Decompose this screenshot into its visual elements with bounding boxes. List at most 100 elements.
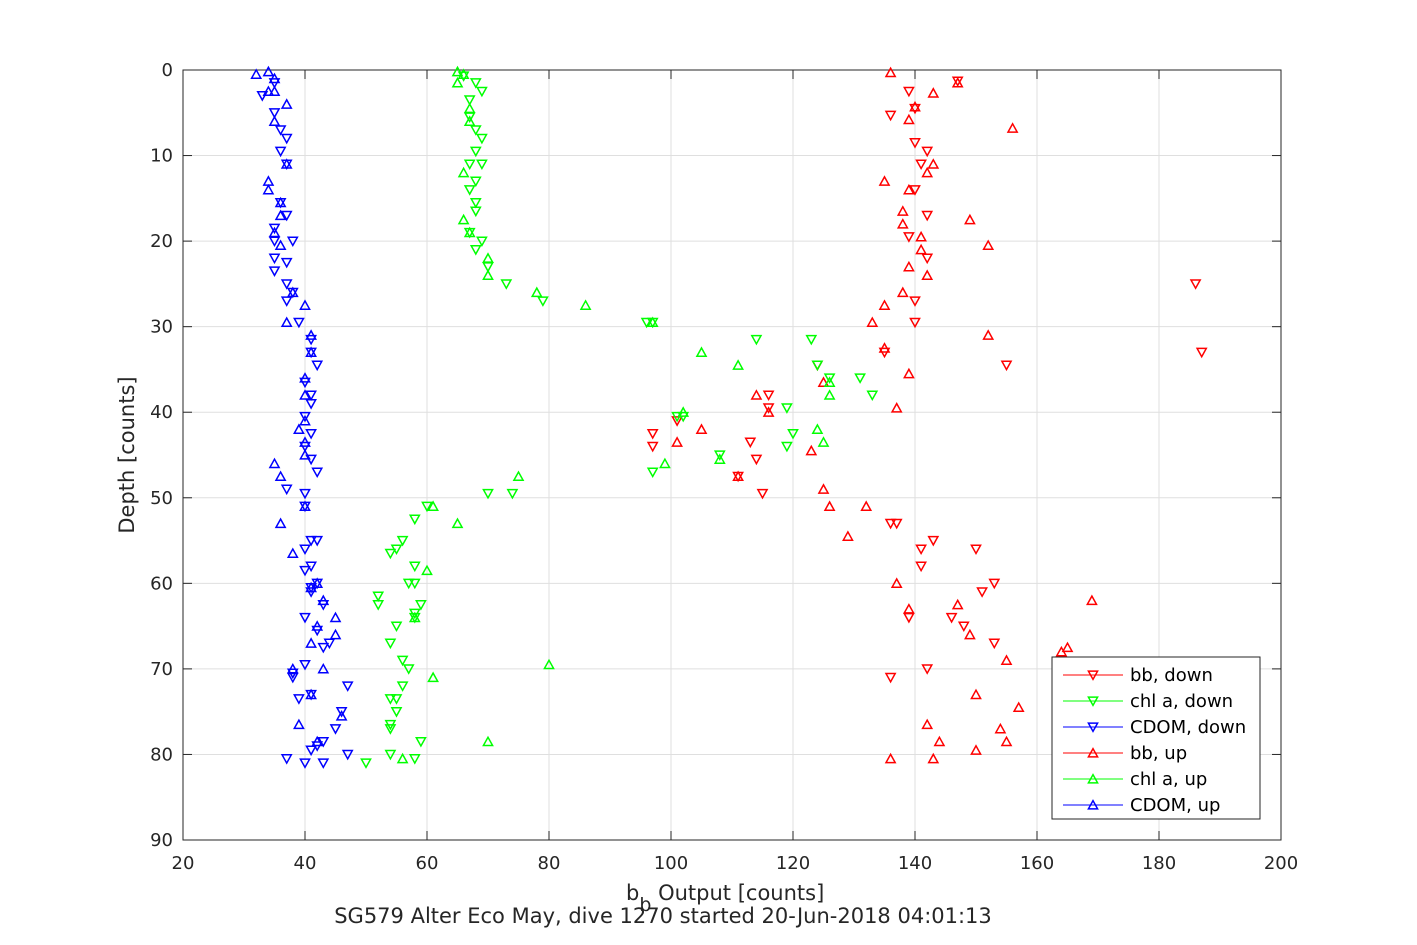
data-point — [262, 85, 275, 97]
data-point — [890, 577, 903, 588]
data-point — [329, 724, 342, 735]
y-tick-label: 40 — [150, 402, 173, 423]
data-point — [927, 87, 940, 98]
data-point — [402, 664, 415, 675]
legend-entry: CDOM, down — [1063, 717, 1246, 738]
data-point — [482, 252, 494, 263]
data-point — [280, 484, 293, 496]
data-point — [903, 367, 915, 379]
data-point — [671, 416, 683, 427]
legend-marker — [1087, 747, 1099, 758]
data-point — [811, 423, 824, 434]
data-point — [817, 376, 830, 387]
data-point — [305, 745, 317, 757]
data-point — [268, 223, 281, 235]
y-tick-label: 20 — [150, 231, 173, 252]
data-point — [1006, 122, 1019, 133]
x-tick-label: 100 — [654, 853, 688, 874]
data-point — [646, 316, 659, 328]
data-point — [915, 243, 927, 255]
data-point — [390, 707, 403, 718]
data-point — [1000, 360, 1013, 372]
data-point — [293, 423, 305, 434]
data-point — [915, 561, 927, 573]
data-point — [299, 389, 311, 400]
legend-box — [1051, 656, 1261, 820]
data-point — [299, 565, 311, 577]
y-tick-label: 30 — [150, 317, 173, 338]
data-point — [1000, 654, 1013, 665]
data-point — [1055, 645, 1068, 657]
data-point — [817, 483, 830, 494]
data-point — [384, 694, 397, 705]
data-point — [530, 286, 543, 298]
data-point — [811, 360, 824, 372]
data-point — [469, 245, 482, 256]
data-point — [842, 530, 854, 541]
data-point — [482, 735, 494, 747]
data-point — [988, 638, 1001, 650]
legend-label: chl a, down — [1130, 691, 1233, 712]
data-point — [482, 269, 494, 280]
data-point — [311, 577, 324, 588]
data-point — [933, 735, 946, 747]
data-point — [921, 718, 934, 730]
data-point — [457, 166, 470, 178]
data-point — [957, 621, 970, 633]
data-point — [482, 488, 494, 500]
data-point — [305, 329, 317, 340]
x-tick-label: 60 — [416, 853, 439, 874]
data-point — [311, 467, 324, 479]
data-point — [878, 175, 891, 186]
data-point — [921, 166, 934, 178]
data-point — [927, 752, 940, 764]
data-point — [274, 146, 287, 158]
data-point — [341, 749, 354, 761]
data-point — [970, 744, 982, 755]
data-point — [396, 535, 409, 547]
legend-entries: bb, down chl a, down CDOM, down bb, up chl a… — [1063, 665, 1246, 816]
data-point — [286, 236, 299, 248]
data-point — [909, 185, 921, 196]
data-point — [268, 457, 281, 469]
data-point — [390, 694, 403, 705]
data-point — [335, 710, 348, 721]
data-point — [280, 296, 293, 307]
data-point — [817, 436, 830, 447]
x-axis-label-rest: Output [counts] — [651, 881, 824, 905]
y-axis-label: Depth [counts] — [115, 376, 139, 533]
data-point — [787, 428, 799, 440]
data-point — [469, 197, 482, 209]
data-point — [262, 183, 275, 195]
legend-marker — [1087, 696, 1099, 707]
data-point — [927, 158, 940, 169]
data-point — [890, 518, 903, 530]
legend-label: bb, down — [1130, 665, 1213, 686]
data-point — [964, 213, 976, 225]
data-point — [469, 206, 482, 218]
data-point — [896, 286, 909, 298]
data-point — [909, 296, 921, 307]
data-point — [500, 279, 513, 290]
data-point — [884, 110, 897, 122]
data-point — [408, 754, 421, 765]
data-point — [384, 749, 397, 761]
data-point — [732, 470, 744, 482]
data-point — [384, 638, 397, 650]
data-point — [695, 346, 708, 357]
data-point — [305, 637, 317, 648]
data-point — [921, 253, 934, 265]
legend-entry: bb, up — [1063, 743, 1187, 764]
data-point — [280, 279, 293, 290]
data-point — [805, 444, 818, 456]
data-point — [268, 266, 281, 277]
data-point — [451, 76, 464, 88]
x-tick-label: 180 — [1142, 853, 1176, 874]
legend-entry: chl a, up — [1063, 769, 1207, 790]
data-point — [476, 133, 488, 145]
data-point — [896, 218, 909, 229]
data-point — [854, 373, 866, 384]
data-point — [909, 138, 921, 149]
data-point — [463, 95, 476, 106]
